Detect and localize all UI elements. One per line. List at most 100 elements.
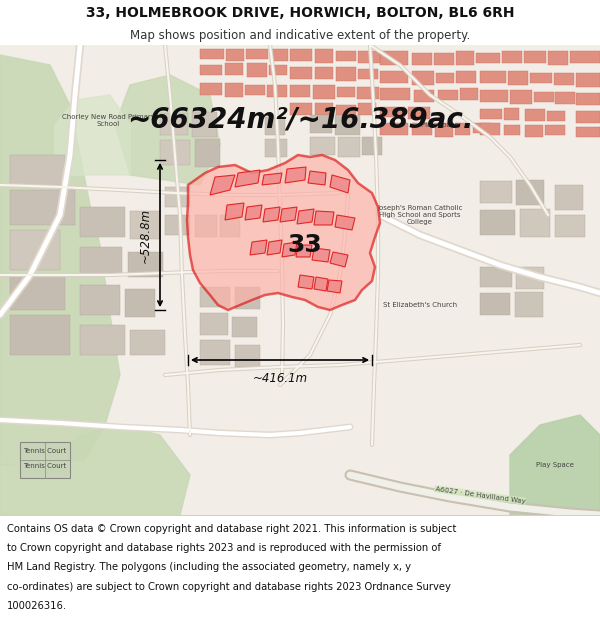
Bar xyxy=(455,123,470,135)
Bar xyxy=(524,51,546,63)
Polygon shape xyxy=(55,95,130,175)
Text: A6027 · De Havilland Way: A6027 · De Havilland Way xyxy=(434,486,526,504)
Bar xyxy=(338,137,360,157)
Text: Map shows position and indicative extent of the property.: Map shows position and indicative extent… xyxy=(130,29,470,42)
Bar xyxy=(480,90,508,102)
Bar xyxy=(310,137,335,155)
Polygon shape xyxy=(267,240,282,255)
Bar xyxy=(225,63,243,75)
Polygon shape xyxy=(296,245,312,257)
Bar xyxy=(554,73,574,85)
Bar xyxy=(200,65,222,75)
Bar xyxy=(480,123,500,135)
Bar xyxy=(504,108,519,120)
Bar xyxy=(412,123,432,135)
Bar xyxy=(336,105,356,115)
Bar xyxy=(516,267,544,289)
Bar xyxy=(576,93,600,105)
Bar xyxy=(245,85,265,95)
Bar xyxy=(336,67,356,81)
Bar xyxy=(290,103,312,115)
Text: HM Land Registry. The polygons (including the associated geometry, namely x, y: HM Land Registry. The polygons (includin… xyxy=(7,562,411,572)
Bar xyxy=(247,63,267,77)
Polygon shape xyxy=(0,55,120,465)
Polygon shape xyxy=(330,175,350,193)
Text: Play Space: Play Space xyxy=(536,462,574,468)
Bar xyxy=(200,49,224,59)
Bar xyxy=(160,113,188,135)
Bar xyxy=(436,73,454,83)
Polygon shape xyxy=(335,215,355,230)
Text: Chorley New Road Primary
School: Chorley New Road Primary School xyxy=(62,114,154,126)
Bar xyxy=(480,293,510,315)
Text: ~66324m²/~16.389ac.: ~66324m²/~16.389ac. xyxy=(127,106,473,134)
Bar xyxy=(434,53,454,65)
Bar xyxy=(380,107,405,117)
Polygon shape xyxy=(285,167,306,183)
Bar xyxy=(357,87,379,99)
Text: St Elizabeth's Church: St Elizabeth's Church xyxy=(383,302,457,308)
Bar xyxy=(534,92,554,102)
Polygon shape xyxy=(297,209,314,224)
Text: Joseph's Roman Catholic
High School and Sports
College: Joseph's Roman Catholic High School and … xyxy=(377,205,463,225)
Bar xyxy=(362,137,382,155)
Bar xyxy=(10,275,65,310)
Text: Tennis Court: Tennis Court xyxy=(23,448,67,454)
Polygon shape xyxy=(327,280,342,293)
Bar xyxy=(195,139,220,167)
Bar xyxy=(265,117,285,135)
Bar xyxy=(337,87,355,97)
Bar xyxy=(80,325,125,355)
Bar xyxy=(80,285,120,315)
Polygon shape xyxy=(330,252,348,267)
Bar xyxy=(504,125,520,135)
Polygon shape xyxy=(282,242,297,257)
Bar xyxy=(576,111,600,123)
Bar xyxy=(473,123,491,133)
Bar xyxy=(480,210,515,235)
Polygon shape xyxy=(263,207,280,222)
Polygon shape xyxy=(308,171,326,185)
Text: 33: 33 xyxy=(287,233,322,257)
Bar xyxy=(555,185,583,210)
Polygon shape xyxy=(510,415,600,515)
Bar xyxy=(525,125,543,137)
Bar xyxy=(160,140,190,165)
Bar xyxy=(547,111,565,121)
Polygon shape xyxy=(245,205,262,220)
Bar xyxy=(438,90,458,100)
Bar xyxy=(290,85,310,97)
Bar xyxy=(380,51,408,65)
Bar xyxy=(226,49,244,61)
Bar xyxy=(502,51,522,63)
Text: Contains OS data © Crown copyright and database right 2021. This information is : Contains OS data © Crown copyright and d… xyxy=(7,524,457,534)
Bar xyxy=(128,252,163,277)
Bar xyxy=(195,215,217,237)
Bar xyxy=(125,289,155,317)
Bar xyxy=(555,215,585,237)
Bar xyxy=(80,207,125,237)
Text: co-ordinates) are subject to Crown copyright and database rights 2023 Ordnance S: co-ordinates) are subject to Crown copyr… xyxy=(7,581,451,591)
Bar xyxy=(10,315,70,355)
Bar xyxy=(412,53,432,65)
Bar xyxy=(358,69,378,79)
Bar xyxy=(408,107,430,119)
Bar xyxy=(412,71,434,85)
Bar xyxy=(232,317,257,337)
Bar xyxy=(165,215,190,235)
Bar xyxy=(192,112,217,137)
Bar xyxy=(510,90,532,104)
Polygon shape xyxy=(280,207,297,222)
Bar xyxy=(310,115,332,133)
Bar xyxy=(516,180,544,205)
Bar xyxy=(380,123,408,135)
Bar xyxy=(435,123,453,137)
Bar xyxy=(515,292,543,317)
Bar xyxy=(576,127,600,137)
Bar xyxy=(200,83,222,95)
Bar xyxy=(290,49,312,61)
Bar xyxy=(545,125,565,135)
Bar xyxy=(576,73,600,87)
Polygon shape xyxy=(235,170,260,187)
Bar xyxy=(480,109,502,119)
